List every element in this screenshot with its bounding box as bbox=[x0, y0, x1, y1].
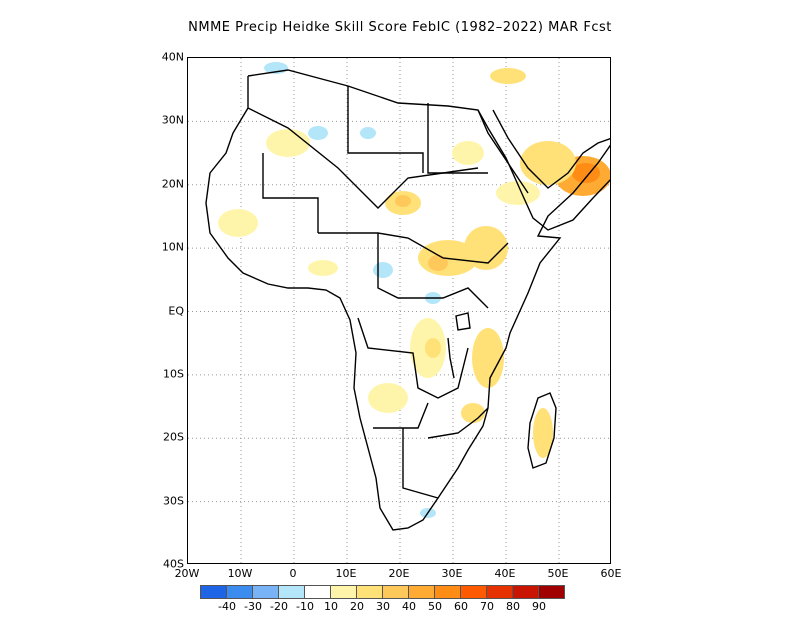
skill-patch bbox=[428, 255, 448, 271]
map-canvas bbox=[188, 58, 610, 563]
skill-patch bbox=[308, 260, 338, 276]
colorbar-swatch bbox=[382, 585, 409, 599]
border bbox=[427, 103, 488, 174]
colorbar-swatch bbox=[200, 585, 227, 599]
skill-patch bbox=[266, 129, 310, 157]
latitude-tick-label: 20S bbox=[163, 430, 184, 444]
colorbar-label: 50 bbox=[428, 600, 442, 613]
longitude-tick-label: 20E bbox=[388, 567, 410, 580]
latitude-tick-label: 10S bbox=[163, 367, 184, 381]
colorbar-label: 80 bbox=[506, 600, 520, 613]
colorbar-label: 40 bbox=[402, 600, 416, 613]
skill-patch bbox=[461, 403, 485, 423]
longitude-tick-label: 0 bbox=[289, 567, 297, 580]
colorbar-label: 30 bbox=[376, 600, 390, 613]
latitude-tick-label: 40S bbox=[163, 557, 184, 571]
longitude-tick-label: 60E bbox=[600, 567, 622, 580]
skill-shading bbox=[218, 62, 610, 518]
longitude-tick-label: 10W bbox=[227, 567, 253, 580]
colorbar-label: 10 bbox=[324, 600, 338, 613]
border bbox=[373, 402, 439, 499]
colorbar-label: 60 bbox=[454, 600, 468, 613]
colorbar-swatch bbox=[538, 585, 565, 599]
skill-patch bbox=[452, 141, 484, 165]
border bbox=[262, 153, 319, 233]
colorbar-swatch bbox=[278, 585, 305, 599]
coastlines-and-borders bbox=[205, 69, 610, 531]
colorbar-swatch bbox=[356, 585, 383, 599]
colorbar-label: 90 bbox=[532, 600, 546, 613]
page-title: NMME Precip Heidke Skill Score FebIC (19… bbox=[188, 20, 612, 35]
skill-patch bbox=[496, 181, 540, 205]
skill-patch bbox=[218, 209, 258, 237]
latitude-tick-label: 30N bbox=[161, 113, 184, 127]
border bbox=[347, 86, 424, 173]
map-panel bbox=[187, 57, 611, 564]
colorbar-swatch bbox=[486, 585, 513, 599]
colorbar-swatch bbox=[434, 585, 461, 599]
skill-patch bbox=[373, 262, 393, 278]
skill-patch bbox=[360, 127, 376, 139]
latitude-tick-label: EQ bbox=[168, 304, 184, 317]
border bbox=[427, 407, 489, 439]
colorbar-swatch bbox=[226, 585, 253, 599]
colorbar-label: -30 bbox=[244, 600, 262, 613]
skill-patch bbox=[533, 408, 553, 458]
colorbar-label: -40 bbox=[218, 600, 236, 613]
graticule bbox=[188, 58, 610, 563]
colorbar-swatch bbox=[512, 585, 539, 599]
colorbar-swatch bbox=[460, 585, 487, 599]
lake-tanganyika bbox=[447, 337, 455, 379]
latitude-tick-label: 10N bbox=[161, 240, 184, 254]
colorbar-label: -10 bbox=[296, 600, 314, 613]
colorbar bbox=[200, 585, 565, 599]
lake-victoria bbox=[455, 312, 471, 331]
red-sea-coast bbox=[477, 109, 610, 194]
longitude-tick-label: 40E bbox=[494, 567, 516, 580]
skill-patch bbox=[490, 68, 526, 84]
longitude-tick-label: 20W bbox=[174, 567, 200, 580]
longitude-tick-label: 50E bbox=[547, 567, 569, 580]
colorbar-label: 20 bbox=[350, 600, 364, 613]
border bbox=[318, 232, 509, 264]
longitude-tick-label: 30E bbox=[441, 567, 463, 580]
longitude-tick-label: 10E bbox=[335, 567, 357, 580]
skill-patch bbox=[368, 383, 408, 413]
colorbar-swatch bbox=[408, 585, 435, 599]
skill-patch bbox=[464, 226, 508, 270]
border bbox=[377, 233, 489, 309]
skill-patch bbox=[520, 141, 576, 185]
skill-patch bbox=[425, 338, 441, 358]
colorbar-swatch bbox=[304, 585, 331, 599]
latitude-tick-label: 30S bbox=[163, 494, 184, 508]
latitude-tick-label: 20N bbox=[161, 177, 184, 191]
border bbox=[357, 317, 469, 399]
colorbar-swatch bbox=[330, 585, 357, 599]
skill-patch bbox=[395, 195, 411, 207]
border bbox=[247, 107, 479, 209]
colorbar-swatch bbox=[252, 585, 279, 599]
africa-coastline bbox=[205, 69, 610, 531]
madagascar bbox=[527, 392, 557, 469]
skill-patch bbox=[472, 328, 504, 388]
skill-patch bbox=[308, 126, 328, 140]
colorbar-label: -20 bbox=[270, 600, 288, 613]
colorbar-label: 70 bbox=[480, 600, 494, 613]
latitude-tick-label: 40N bbox=[161, 50, 184, 64]
